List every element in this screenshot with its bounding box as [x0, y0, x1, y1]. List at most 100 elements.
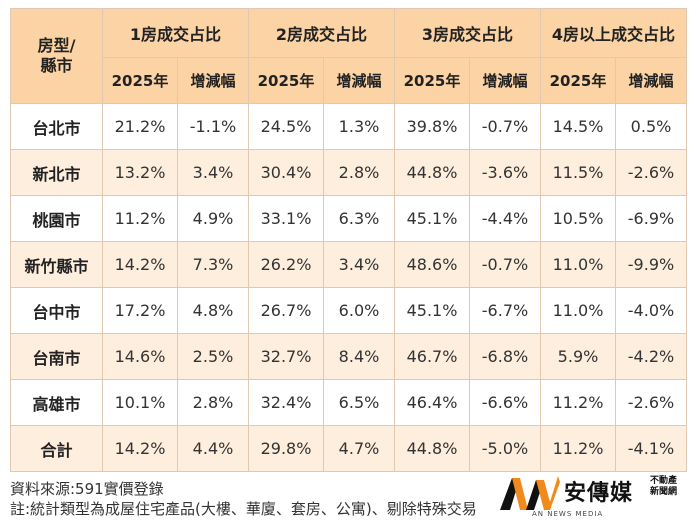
share-2025-cell: 21.2% [102, 103, 178, 150]
change-cell: 8.4% [323, 333, 395, 380]
share-2025-cell: 11.5% [540, 149, 616, 196]
logo-tag-line1: 不動產 [650, 476, 678, 486]
city-cell: 桃園市 [10, 195, 103, 242]
table-row: 新竹縣市 14.2% 7.3% 26.2% 3.4% 48.6% -0.7% 11.0% -9.… [10, 241, 687, 288]
change-cell: -2.6% [615, 379, 687, 426]
change-cell: 2.8% [177, 379, 249, 426]
change-cell: 4.4% [177, 425, 249, 472]
share-2025-cell: 10.1% [102, 379, 178, 426]
share-2025-cell: 26.7% [248, 287, 324, 334]
subheader-change: 增減幅 [323, 57, 395, 104]
subheader-change: 增減幅 [469, 57, 541, 104]
change-cell: 3.4% [323, 241, 395, 288]
share-2025-cell: 17.2% [102, 287, 178, 334]
share-2025-cell: 32.4% [248, 379, 324, 426]
table-row: 高雄市 10.1% 2.8% 32.4% 6.5% 46.4% -6.6% 11.2% -2.6… [10, 379, 687, 426]
change-cell: 6.0% [323, 287, 395, 334]
share-2025-cell: 29.8% [248, 425, 324, 472]
subheader-year: 2025年 [394, 57, 470, 104]
share-2025-cell: 11.2% [102, 195, 178, 242]
change-cell: 4.7% [323, 425, 395, 472]
table-row: 桃園市 11.2% 4.9% 33.1% 6.3% 45.1% -4.4% 10.5% -6.9… [10, 195, 687, 242]
change-cell: -4.4% [469, 195, 541, 242]
share-2025-cell: 39.8% [394, 103, 470, 150]
share-2025-cell: 11.0% [540, 241, 616, 288]
change-cell: 6.3% [323, 195, 395, 242]
change-cell: 7.3% [177, 241, 249, 288]
share-2025-cell: 14.2% [102, 241, 178, 288]
group-header-1room: 1房成交占比 [102, 8, 249, 58]
logo-tag-line2: 新聞網 [650, 487, 678, 497]
share-2025-cell: 11.2% [540, 425, 616, 472]
city-cell: 新竹縣市 [10, 241, 103, 288]
table-row: 台南市 14.6% 2.5% 32.7% 8.4% 46.7% -6.8% 5.9% -4.2% [10, 333, 687, 380]
corner-header-line1: 房型/ [37, 36, 76, 55]
table-body: 台北市 21.2% -1.1% 24.5% 1.3% 39.8% -0.7% 14.5% 0.5… [10, 103, 687, 472]
share-2025-cell: 26.2% [248, 241, 324, 288]
change-cell: 3.4% [177, 149, 249, 196]
share-2025-cell: 30.4% [248, 149, 324, 196]
corner-header: 房型/ 縣市 [10, 8, 103, 104]
table-row: 台中市 17.2% 4.8% 26.7% 6.0% 45.1% -6.7% 11.0% -4.0… [10, 287, 687, 334]
share-2025-cell: 13.2% [102, 149, 178, 196]
change-cell: -4.2% [615, 333, 687, 380]
group-header-2room: 2房成交占比 [248, 8, 395, 58]
share-2025-cell: 5.9% [540, 333, 616, 380]
table-header: 房型/ 縣市 1房成交占比 2房成交占比 3房成交占比 4房以上成交占比 202… [10, 8, 687, 104]
share-2025-cell: 10.5% [540, 195, 616, 242]
change-cell: 4.9% [177, 195, 249, 242]
change-cell: 1.3% [323, 103, 395, 150]
change-cell: 2.5% [177, 333, 249, 380]
share-2025-cell: 45.1% [394, 195, 470, 242]
group-header-4room-plus: 4房以上成交占比 [540, 8, 687, 58]
share-2025-cell: 11.2% [540, 379, 616, 426]
change-cell: 2.8% [323, 149, 395, 196]
city-cell: 台中市 [10, 287, 103, 334]
transaction-share-table: 房型/ 縣市 1房成交占比 2房成交占比 3房成交占比 4房以上成交占比 202… [10, 8, 687, 472]
subheader-change: 增減幅 [615, 57, 687, 104]
share-2025-cell: 24.5% [248, 103, 324, 150]
change-cell: -4.1% [615, 425, 687, 472]
an-news-media-logo: 安傳媒 不動產 新聞網 AN NEWS MEDIA [498, 470, 693, 520]
change-cell: -6.7% [469, 287, 541, 334]
logo-name: 安傳媒 [564, 481, 634, 506]
subheader-year: 2025年 [102, 57, 178, 104]
change-cell: -0.7% [469, 103, 541, 150]
share-2025-cell: 11.0% [540, 287, 616, 334]
city-cell: 台北市 [10, 103, 103, 150]
share-2025-cell: 44.8% [394, 425, 470, 472]
change-cell: 4.8% [177, 287, 249, 334]
change-cell: -5.0% [469, 425, 541, 472]
change-cell: 6.5% [323, 379, 395, 426]
change-cell: -2.6% [615, 149, 687, 196]
share-2025-cell: 48.6% [394, 241, 470, 288]
logo-subtitle: AN NEWS MEDIA [532, 510, 604, 518]
city-cell: 高雄市 [10, 379, 103, 426]
share-2025-cell: 14.6% [102, 333, 178, 380]
subheader-change: 增減幅 [177, 57, 249, 104]
share-2025-cell: 46.7% [394, 333, 470, 380]
change-cell: 0.5% [615, 103, 687, 150]
change-cell: -1.1% [177, 103, 249, 150]
change-cell: -9.9% [615, 241, 687, 288]
footnote: 註:統計類型為成屋住宅產品(大樓、華廈、套房、公寓)、剔除特殊交易 [10, 500, 477, 518]
change-cell: -6.6% [469, 379, 541, 426]
group-header-3room: 3房成交占比 [394, 8, 541, 58]
share-2025-cell: 14.2% [102, 425, 178, 472]
change-cell: -6.8% [469, 333, 541, 380]
change-cell: -0.7% [469, 241, 541, 288]
subheader-year: 2025年 [248, 57, 324, 104]
table-row: 新北市 13.2% 3.4% 30.4% 2.8% 44.8% -3.6% 11.5% -2.6… [10, 149, 687, 196]
city-cell: 合計 [10, 425, 103, 472]
change-cell: -3.6% [469, 149, 541, 196]
table-row: 台北市 21.2% -1.1% 24.5% 1.3% 39.8% -0.7% 14.5% 0.5… [10, 103, 687, 150]
subheader-year: 2025年 [540, 57, 616, 104]
an-logo-mark-icon [500, 476, 560, 510]
share-2025-cell: 46.4% [394, 379, 470, 426]
share-2025-cell: 14.5% [540, 103, 616, 150]
share-2025-cell: 45.1% [394, 287, 470, 334]
share-2025-cell: 44.8% [394, 149, 470, 196]
change-cell: -4.0% [615, 287, 687, 334]
source-note: 資料來源:591實價登錄 [10, 480, 164, 498]
